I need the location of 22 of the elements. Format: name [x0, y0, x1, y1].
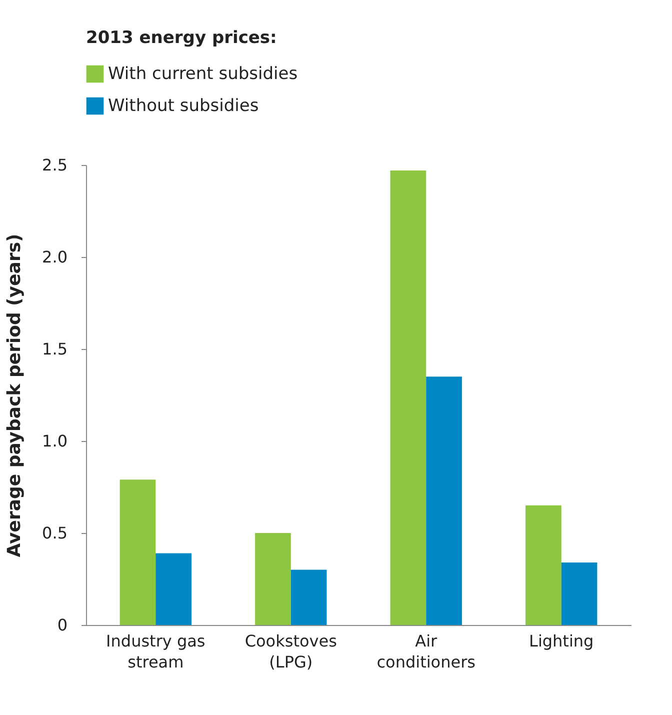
bar — [290, 570, 327, 625]
y-tick-label: 2.0 — [42, 248, 68, 266]
bar — [255, 533, 291, 625]
y-tick-label: 0.5 — [42, 524, 68, 542]
y-axis-title: Average payback period (years) — [4, 234, 26, 558]
x-tick-label: Lighting — [529, 632, 594, 650]
bar — [561, 562, 598, 625]
x-tick-label: Cookstoves (LPG) — [244, 632, 337, 672]
bar — [526, 505, 562, 625]
x-tick-label: Air conditioners — [376, 632, 476, 672]
legend-title: 2013 energy prices: — [86, 28, 277, 48]
x-tick-label: Industry gas stream — [106, 632, 206, 672]
bar — [390, 170, 426, 625]
y-tick-label: 1.0 — [42, 432, 68, 450]
legend-label: Without subsidies — [108, 96, 259, 116]
y-tick-label: 0 — [57, 616, 68, 634]
y-tick-label: 2.5 — [42, 156, 68, 174]
y-tick-label: 1.5 — [42, 340, 68, 358]
bar — [426, 376, 462, 625]
legend-label: With current subsidies — [108, 64, 298, 84]
bar — [120, 480, 156, 625]
bar — [156, 553, 192, 625]
